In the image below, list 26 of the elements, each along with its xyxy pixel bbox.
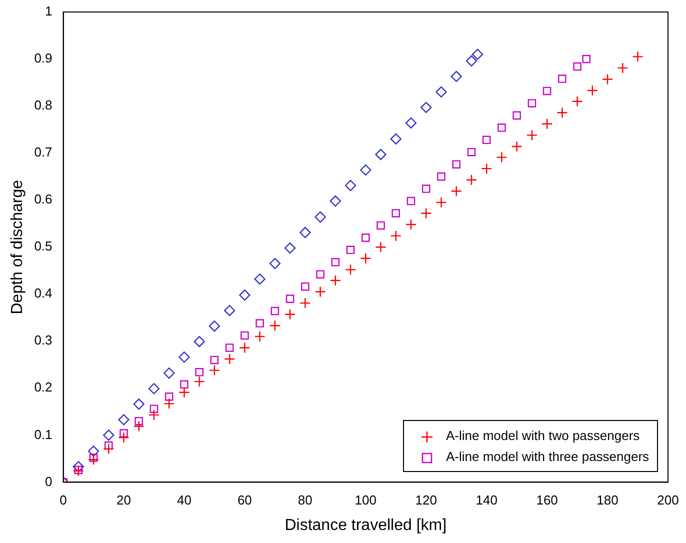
y-tick-label: 0: [45, 474, 52, 489]
y-tick-label: 0.1: [34, 426, 52, 442]
x-axis-title: Distance travelled [km]: [284, 516, 447, 534]
y-tick-label: 1: [45, 4, 52, 19]
legend-label: A-line model with three passengers: [446, 449, 650, 464]
y-tick-label: 0.2: [34, 380, 52, 395]
x-tick-label: 80: [298, 492, 312, 508]
x-tick-label: 180: [596, 492, 618, 508]
x-tick-label: 20: [116, 492, 131, 508]
y-tick-label: 0.9: [34, 50, 52, 66]
x-tick-label: 200: [657, 492, 679, 508]
y-tick-label: 0.4: [34, 286, 52, 301]
y-tick-label: 0.6: [34, 192, 52, 207]
x-tick-label: 140: [476, 492, 498, 508]
y-tick-label: 0.7: [34, 144, 52, 160]
y-axis-title: Depth of discharge: [9, 180, 26, 314]
y-tick-label: 0.5: [34, 238, 52, 254]
y-tick-label: 0.3: [34, 332, 52, 348]
legend-label: A-line model with two passengers: [446, 428, 640, 444]
x-tick-label: 0: [60, 492, 67, 508]
x-tick-label: 60: [237, 492, 252, 508]
y-tick-label: 0.8: [34, 98, 52, 113]
x-tick-label: 160: [536, 492, 558, 508]
x-tick-label: 120: [415, 492, 437, 508]
x-tick-label: 100: [354, 492, 376, 508]
x-tick-label: 40: [176, 492, 192, 508]
